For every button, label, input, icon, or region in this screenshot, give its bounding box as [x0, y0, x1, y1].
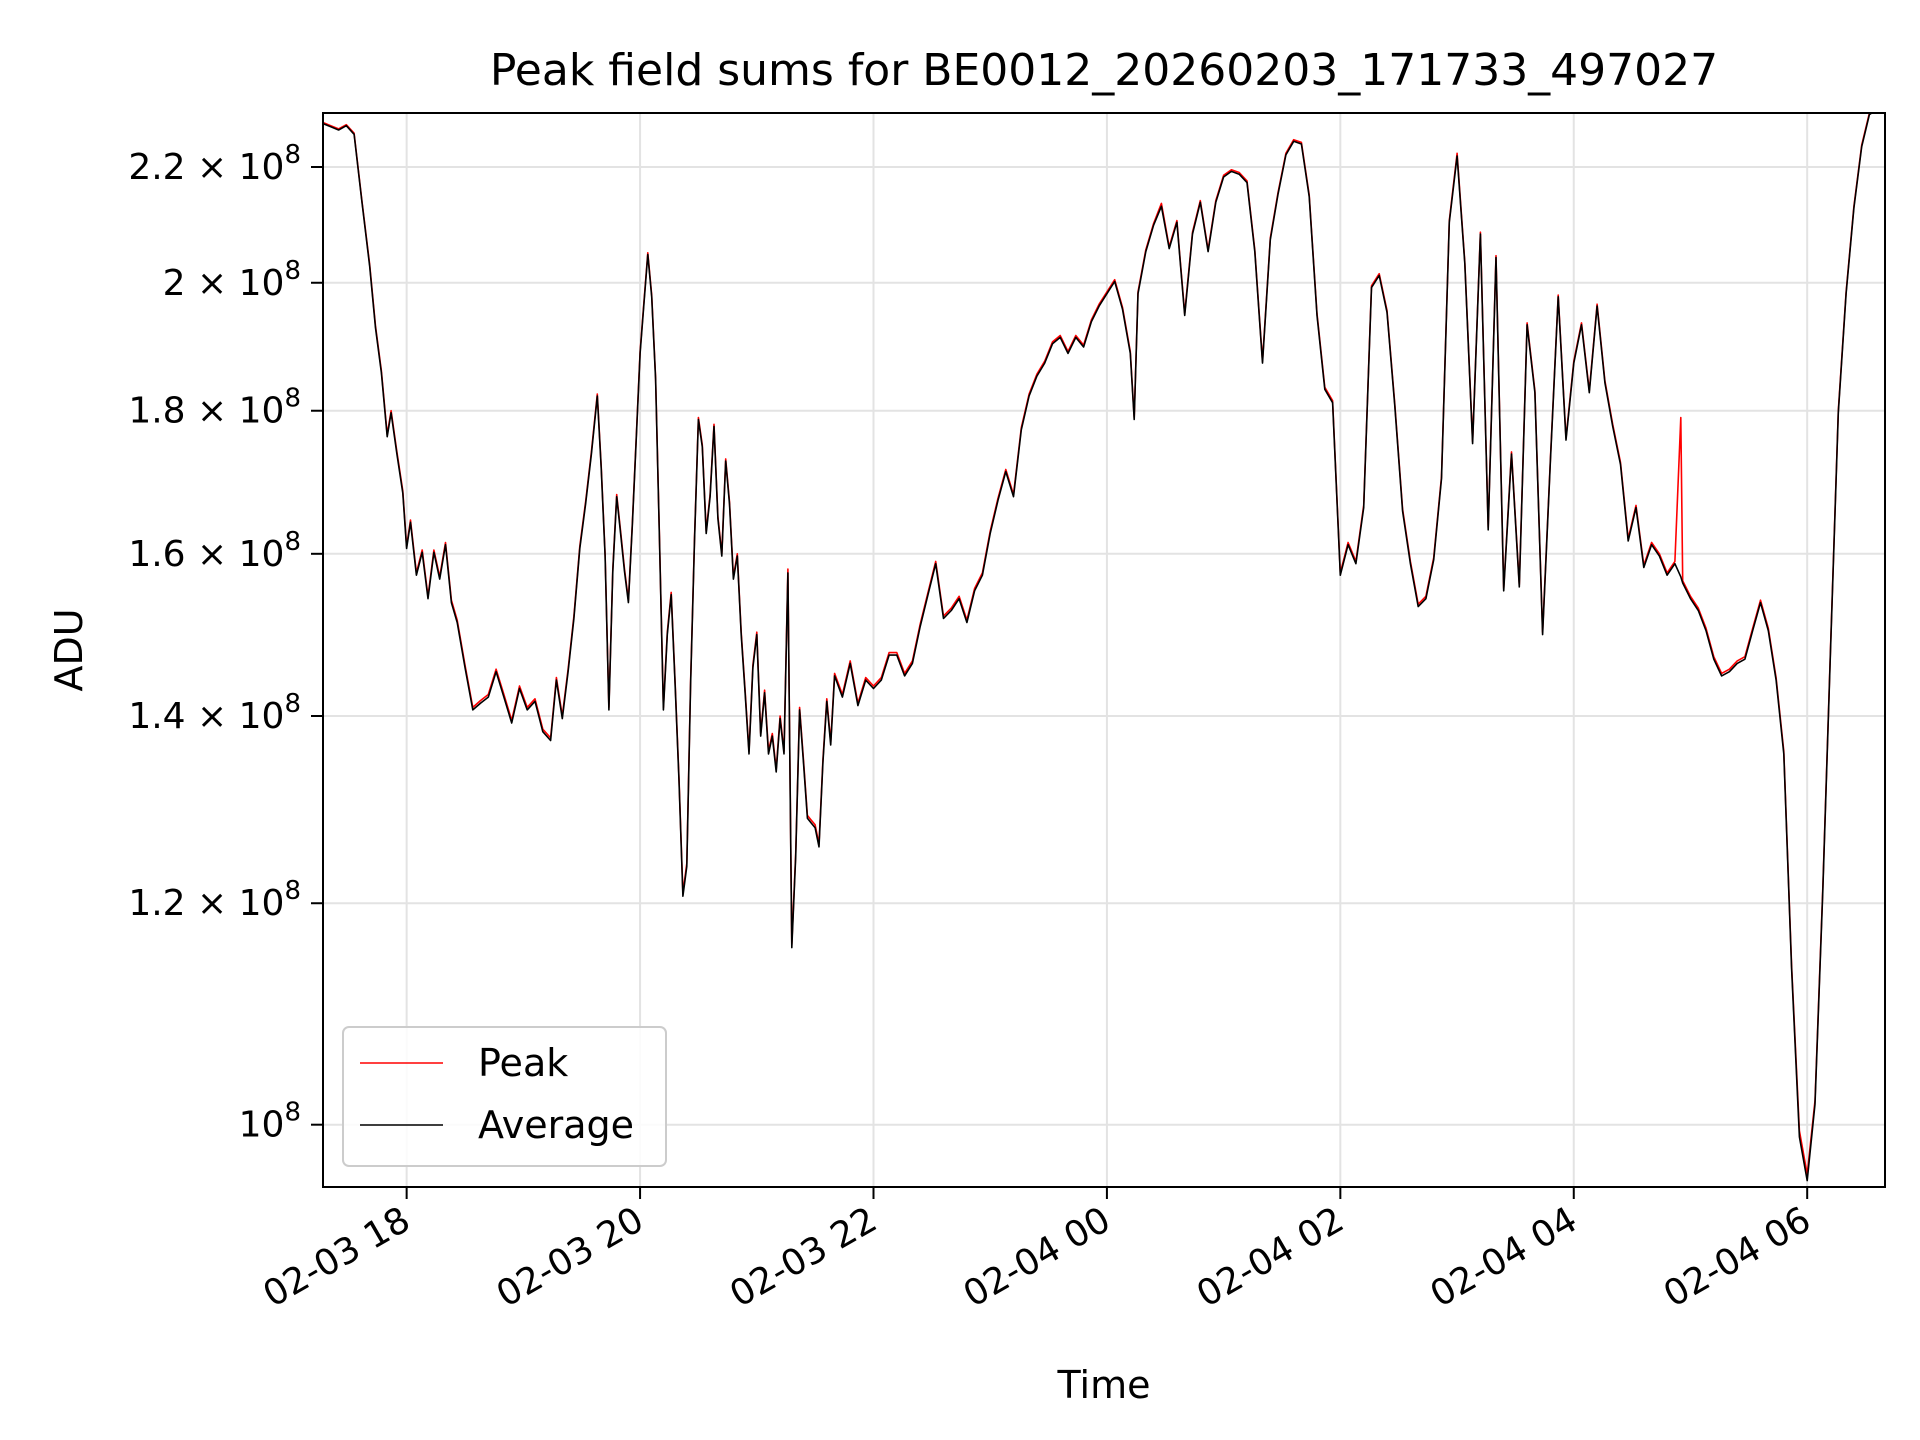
chart-title: Peak field sums for BE0012_20260203_1717… [490, 45, 1718, 96]
legend: Peak Average [342, 1026, 667, 1167]
series-line-average [323, 113, 1874, 1182]
legend-label-peak: Peak [478, 1041, 568, 1085]
y-tick-label: 2 × 108 [163, 256, 301, 304]
y-tick-label: 2.2 × 108 [128, 140, 301, 188]
y-tick-label: 1.6 × 108 [128, 527, 301, 575]
x-axis-label: Time [1057, 1363, 1151, 1407]
y-axis: 108 1.2 × 108 1.4 × 108 1.6 × 108 1.8 × 108 2… [128, 140, 323, 1146]
y-tick-label: 108 [239, 1098, 301, 1146]
series-group [323, 113, 1874, 1182]
plot-frame [322, 112, 1886, 1188]
legend-box [342, 1026, 667, 1167]
y-axis-label: ADU [47, 608, 91, 691]
y-tick-label: 1.8 × 108 [128, 384, 301, 432]
y-tick-label: 1.4 × 108 [128, 689, 301, 737]
y-tick-label: 1.2 × 108 [128, 876, 301, 924]
legend-label-average: Average [478, 1103, 634, 1147]
